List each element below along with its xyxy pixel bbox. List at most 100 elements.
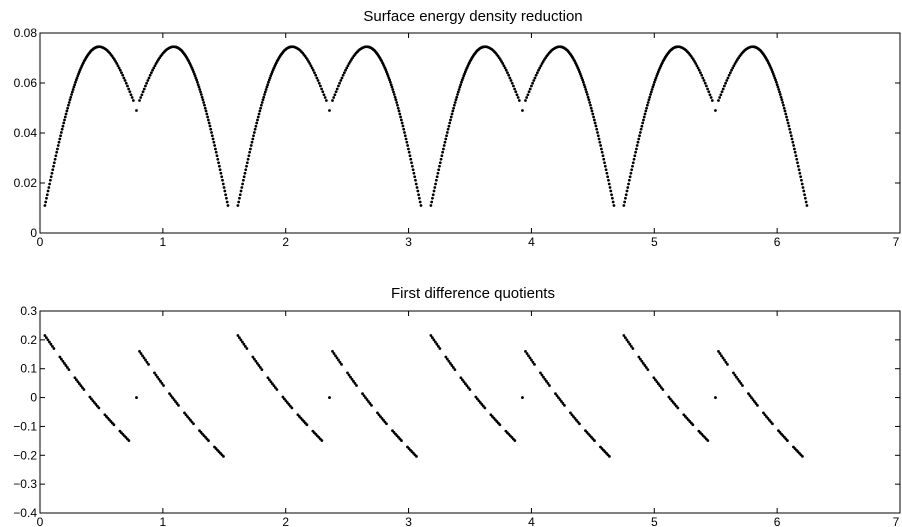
data-point: [174, 400, 177, 403]
data-point: [430, 200, 434, 204]
data-point: [753, 400, 756, 403]
data-point: [591, 112, 595, 116]
data-point: [328, 396, 331, 399]
data-point: [535, 71, 539, 75]
data-point: [145, 81, 149, 85]
data-point: [649, 90, 653, 94]
data-point: [117, 66, 121, 70]
data-point: [353, 382, 357, 385]
data-point: [79, 384, 83, 388]
data-point: [443, 140, 447, 144]
data-point: [460, 80, 463, 84]
data-point: [252, 131, 256, 134]
data-point: [448, 121, 452, 125]
data-point: [270, 382, 274, 386]
data-point: [395, 101, 399, 104]
data-point: [776, 85, 780, 89]
data-point: [310, 66, 314, 70]
data-point: [514, 90, 518, 94]
data-point: [403, 131, 406, 134]
data-point: [112, 423, 116, 427]
data-point: [252, 134, 255, 138]
data-point: [214, 147, 217, 151]
data-point: [210, 131, 213, 134]
data-point: [195, 78, 199, 82]
data-point: [659, 386, 663, 389]
data-point: [483, 406, 487, 410]
data-point: [699, 71, 702, 75]
data-point: [747, 392, 750, 396]
data-point: [218, 168, 222, 172]
data-point: [539, 371, 542, 375]
data-point: [431, 193, 435, 197]
data-point: [263, 93, 266, 96]
data-point: [73, 376, 77, 380]
data-point: [447, 124, 451, 128]
data-point: [605, 171, 609, 175]
data-point: [135, 109, 138, 112]
data-point: [147, 362, 150, 366]
data-point: [221, 178, 224, 182]
data-point: [603, 161, 606, 165]
data-point: [389, 80, 392, 84]
data-point: [791, 140, 795, 144]
data-point: [442, 144, 446, 147]
data-point: [342, 71, 346, 75]
data-point: [45, 336, 48, 340]
data-point: [625, 338, 629, 342]
data-point: [221, 182, 225, 186]
data-point: [610, 193, 613, 197]
data-point: [59, 131, 63, 134]
data-point: [611, 200, 615, 204]
data-point: [139, 96, 143, 99]
x-tick-label: 6: [774, 515, 781, 527]
data-point: [417, 193, 421, 197]
data-point: [721, 87, 725, 91]
data-point: [724, 360, 728, 364]
data-point: [70, 93, 73, 96]
data-point: [638, 131, 642, 134]
data-point: [400, 439, 403, 442]
data-point: [707, 90, 711, 94]
data-point: [199, 93, 203, 96]
data-point: [67, 101, 71, 104]
data-point: [388, 78, 392, 82]
data-point: [728, 71, 732, 75]
data-point: [396, 106, 400, 110]
data-point: [736, 377, 740, 381]
data-point: [451, 109, 455, 113]
x-tick-label: 5: [651, 235, 658, 249]
data-point: [460, 378, 464, 382]
data-point: [783, 109, 787, 113]
data-point: [720, 90, 724, 94]
data-point: [142, 356, 146, 360]
data-point: [269, 380, 273, 384]
data-point: [569, 411, 572, 415]
y-tick-label: 0.06: [14, 76, 38, 90]
data-point: [507, 73, 511, 77]
data-point: [447, 359, 451, 363]
data-point: [449, 115, 453, 119]
data-point: [116, 64, 120, 68]
data-point: [317, 81, 321, 85]
data-point: [517, 99, 521, 102]
data-point: [177, 403, 180, 407]
data-point: [624, 193, 628, 197]
data-point: [206, 115, 210, 119]
data-point: [97, 406, 101, 410]
data-point: [640, 124, 644, 128]
data-point: [434, 178, 438, 182]
data-point: [429, 334, 433, 337]
data-point: [638, 134, 641, 138]
data-point: [344, 68, 347, 72]
data-point: [646, 101, 650, 104]
data-point: [438, 164, 441, 168]
data-point: [259, 106, 263, 110]
data-point: [393, 95, 397, 99]
data-point: [449, 118, 452, 122]
data-point: [309, 64, 313, 68]
data-point: [261, 98, 265, 102]
data-point: [524, 350, 527, 353]
data-point: [45, 193, 49, 197]
data-point: [243, 171, 247, 175]
